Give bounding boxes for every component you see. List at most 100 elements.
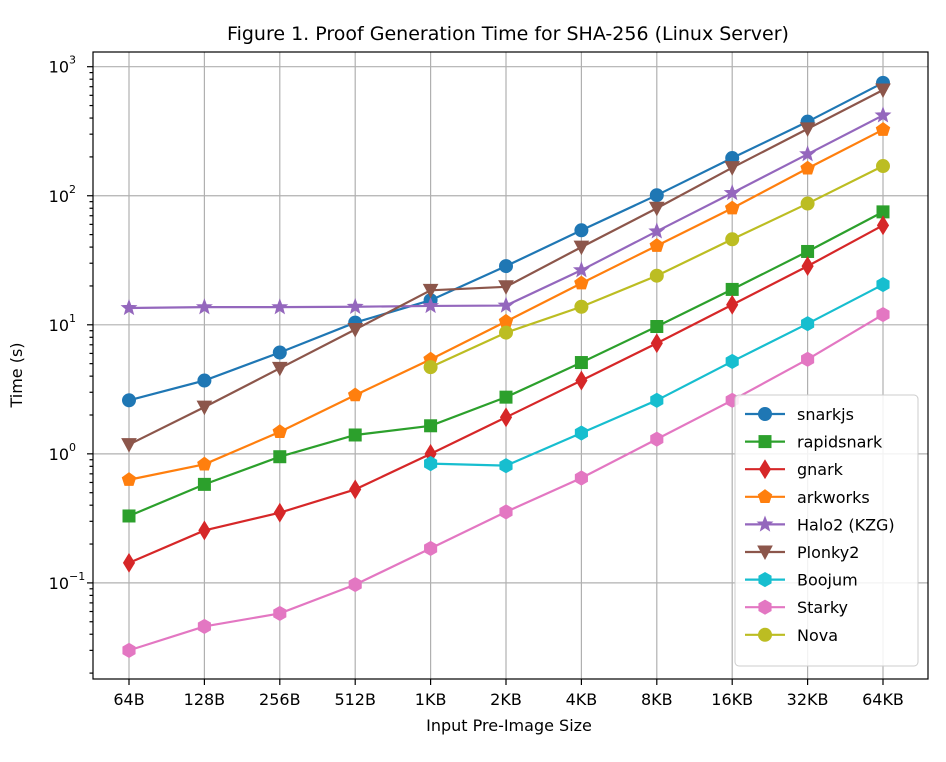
legend-marker-starky xyxy=(758,599,772,615)
series-nova xyxy=(423,159,890,375)
data-point-nova xyxy=(800,196,815,211)
data-point-gnark xyxy=(876,215,890,236)
legend-label-rapidsnark: rapidsnark xyxy=(797,433,883,452)
data-point-boojum xyxy=(801,316,815,332)
y-axis-label: Time (s) xyxy=(7,342,26,408)
legend-label-halo2-kzg: Halo2 (KZG) xyxy=(797,515,895,534)
data-point-rapidsnark xyxy=(801,244,815,258)
legend-label-nova: Nova xyxy=(797,626,838,645)
x-tick-label: 64KB xyxy=(862,690,904,709)
data-point-nova xyxy=(499,325,513,340)
series-plonky2 xyxy=(121,83,891,453)
data-point-arkworks xyxy=(197,456,212,471)
data-point-boojum xyxy=(725,353,739,370)
data-point-starky xyxy=(348,577,362,593)
data-point-halo2-kzg xyxy=(648,222,666,239)
y-tick-label: 10 xyxy=(49,187,69,206)
data-point-arkworks xyxy=(574,275,589,290)
x-tick-label: 4KB xyxy=(566,690,598,709)
y-tick-base: 10 xyxy=(49,316,69,335)
legend-label-boojum: Boojum xyxy=(797,571,858,590)
legend-item-rapidsnark: rapidsnark xyxy=(745,433,883,452)
data-point-snarkjs xyxy=(499,259,513,274)
y-tick-exponent: −1 xyxy=(69,570,85,583)
axes: 64B 128B 256B 512B 1KB 2KB 4KB 8KB 16KB 32KB 64KB 1… xyxy=(49,54,904,709)
data-point-gnark xyxy=(575,370,588,391)
data-point-plonky2 xyxy=(498,280,514,295)
data-point-halo2-kzg xyxy=(572,261,590,278)
data-point-plonky2 xyxy=(271,361,288,377)
y-tick-base: 10 xyxy=(49,574,69,593)
data-point-rapidsnark xyxy=(650,320,664,334)
series-halo2-kzg xyxy=(120,106,892,316)
data-point-plonky2 xyxy=(648,201,665,217)
x-tick-label: 1KB xyxy=(415,690,447,709)
y-tick-exponent: 0 xyxy=(69,441,76,454)
data-point-snarkjs xyxy=(197,373,212,388)
data-point-plonky2 xyxy=(573,240,590,256)
legend-label-plonky2: Plonky2 xyxy=(797,543,859,562)
data-point-arkworks xyxy=(272,424,288,439)
data-point-rapidsnark xyxy=(122,509,136,523)
legend-label-arkworks: arkworks xyxy=(797,488,870,507)
data-point-rapidsnark xyxy=(197,477,211,491)
data-point-boojum xyxy=(574,425,588,441)
legend-marker-snarkjs xyxy=(758,407,772,421)
data-point-gnark xyxy=(801,256,814,277)
plot-frame xyxy=(92,51,929,680)
data-point-plonky2 xyxy=(875,83,891,99)
data-point-plonky2 xyxy=(347,322,364,338)
data-point-starky xyxy=(650,431,664,447)
data-point-halo2-kzg xyxy=(120,299,138,316)
data-point-starky xyxy=(801,351,815,367)
data-point-snarkjs xyxy=(122,393,136,408)
legend-item-nova: Nova xyxy=(745,626,838,645)
legend-item-boojum: Boojum xyxy=(745,571,858,590)
data-point-gnark xyxy=(349,479,362,500)
data-point-arkworks xyxy=(800,160,815,175)
legend-marker-boojum xyxy=(758,572,772,588)
data-point-nova xyxy=(725,232,740,247)
legend-box xyxy=(734,394,919,667)
x-tick-label: 32KB xyxy=(787,690,829,709)
data-point-rapidsnark xyxy=(574,356,588,370)
legend-item-starky: Starky xyxy=(745,598,848,617)
legend-marker-rapidsnark xyxy=(758,435,772,449)
data-point-starky xyxy=(273,605,287,621)
legend-marker-nova xyxy=(758,627,772,642)
x-tick-label: 16KB xyxy=(711,690,753,709)
legend-label-starky: Starky xyxy=(797,598,848,617)
y-tick-label: 10 xyxy=(49,574,69,593)
data-point-plonky2 xyxy=(799,122,816,137)
data-point-arkworks xyxy=(121,472,137,486)
data-point-rapidsnark xyxy=(348,428,362,442)
y-tick-label: 10 xyxy=(49,316,69,335)
data-point-starky xyxy=(876,307,890,323)
legend-marker-gnark xyxy=(758,459,772,480)
y-tick-base: 10 xyxy=(49,58,69,77)
y-tick-exponent: 1 xyxy=(69,312,76,325)
data-point-starky xyxy=(499,504,513,520)
y-tick-label: 10 xyxy=(49,58,69,77)
series-starky xyxy=(122,307,890,658)
x-tick-label: 128B xyxy=(184,690,226,709)
series-gnark xyxy=(122,215,890,573)
legend-item-gnark: gnark xyxy=(745,459,844,480)
data-point-halo2-kzg xyxy=(874,106,892,123)
data-point-arkworks xyxy=(347,387,363,402)
data-point-plonky2 xyxy=(724,161,741,176)
x-tick-label: 64B xyxy=(113,690,144,709)
data-point-boojum xyxy=(424,456,438,472)
y-tick-exponent: 3 xyxy=(69,54,76,67)
legend-item-snarkjs: snarkjs xyxy=(745,405,854,424)
data-point-plonky2 xyxy=(196,400,213,416)
data-point-boojum xyxy=(650,392,664,408)
data-point-starky xyxy=(122,642,136,658)
legend-item-plonky2: Plonky2 xyxy=(745,543,859,562)
chart-title: Figure 1. Proof Generation Time for SHA-… xyxy=(227,23,789,45)
y-tick-label: 10 xyxy=(49,445,69,464)
data-point-snarkjs xyxy=(272,345,287,360)
data-point-gnark xyxy=(499,407,513,428)
data-point-plonky2 xyxy=(121,438,137,453)
